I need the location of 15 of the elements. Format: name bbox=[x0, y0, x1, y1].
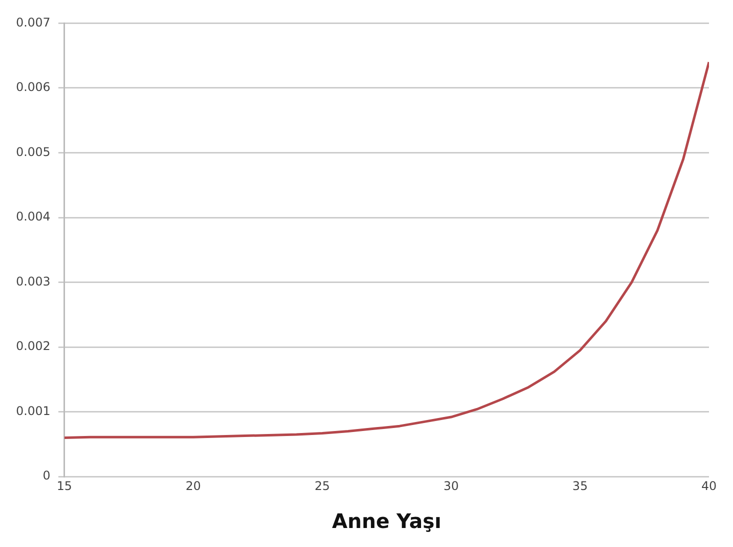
x-tick-label: 25 bbox=[314, 478, 330, 493]
y-tick-label: 0.006 bbox=[16, 80, 50, 94]
y-tick-label: 0.004 bbox=[16, 210, 50, 224]
x-tick-label: 40 bbox=[701, 478, 717, 493]
y-tick-label: 0.001 bbox=[16, 404, 50, 418]
y-tick-label: 0.007 bbox=[16, 15, 50, 30]
y-tick-label: 0.005 bbox=[16, 144, 50, 159]
y-tick-label: 0.003 bbox=[16, 274, 50, 288]
y-tick-label: 0 bbox=[42, 468, 50, 483]
x-axis-title: Anne Yaşı bbox=[332, 509, 442, 534]
y-tick-label: 0.002 bbox=[16, 339, 50, 354]
x-tick-label: 35 bbox=[572, 478, 588, 493]
x-tick-label: 30 bbox=[444, 478, 459, 493]
x-tick-label: 20 bbox=[186, 478, 201, 493]
x-tick-label: 15 bbox=[56, 478, 72, 493]
